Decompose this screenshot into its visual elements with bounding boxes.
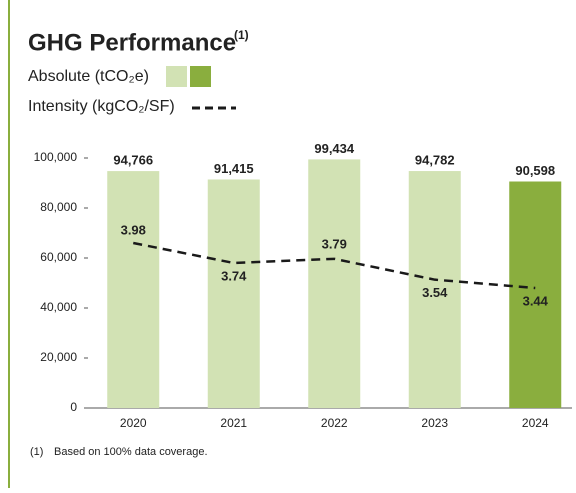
x-tick-label: 2020 <box>120 416 147 430</box>
legend-label: Intensity (kgCO₂/SF) <box>28 98 175 115</box>
x-tick-label: 2023 <box>421 416 448 430</box>
y-tick-label: 40,000 <box>40 300 77 314</box>
title-note: (1) <box>234 28 249 42</box>
x-tick-label: 2021 <box>220 416 247 430</box>
y-tick-label: 0 <box>70 400 77 414</box>
x-tick-label: 2022 <box>321 416 348 430</box>
chart-title: GHG Performance <box>28 29 236 56</box>
data-label: 3.74 <box>221 268 247 283</box>
y-tick-label: 80,000 <box>40 200 77 214</box>
line <box>133 241 536 290</box>
y-tick-label: 60,000 <box>40 250 77 264</box>
data-label: 3.79 <box>322 236 347 251</box>
bar <box>308 159 361 408</box>
data-label: 3.54 <box>422 285 448 300</box>
bar <box>408 171 461 408</box>
data-label: 3.98 <box>121 222 146 237</box>
y-tick-label: 100,000 <box>34 150 78 164</box>
legend-swatch <box>190 66 211 87</box>
bar <box>509 181 562 408</box>
legend-swatch <box>166 66 187 87</box>
footnote: Based on 100% data coverage. <box>54 446 208 458</box>
data-label: 3.44 <box>523 293 549 308</box>
value-label: 94,766 <box>113 153 153 168</box>
value-label: 94,782 <box>415 152 455 167</box>
value-label: 90,598 <box>515 163 555 178</box>
y-tick-label: 20,000 <box>40 350 77 364</box>
bar <box>207 179 260 408</box>
value-label: 99,434 <box>314 141 355 156</box>
bar <box>107 171 160 408</box>
value-label: 91,415 <box>214 161 254 176</box>
legend-label: Absolute (tCO₂e) <box>28 68 149 85</box>
footnote-marker: (1) <box>30 446 43 458</box>
x-tick-label: 2024 <box>522 416 549 430</box>
